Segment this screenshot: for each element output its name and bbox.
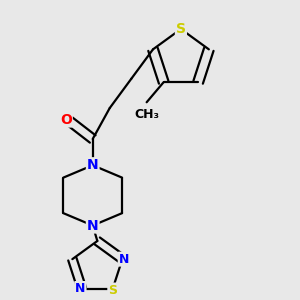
Text: N: N [75,282,85,295]
Text: S: S [108,284,117,297]
Text: S: S [176,22,186,36]
Text: N: N [87,218,98,233]
Text: O: O [60,112,72,127]
Text: N: N [87,158,98,172]
Text: CH₃: CH₃ [134,108,159,121]
Text: N: N [119,253,129,266]
